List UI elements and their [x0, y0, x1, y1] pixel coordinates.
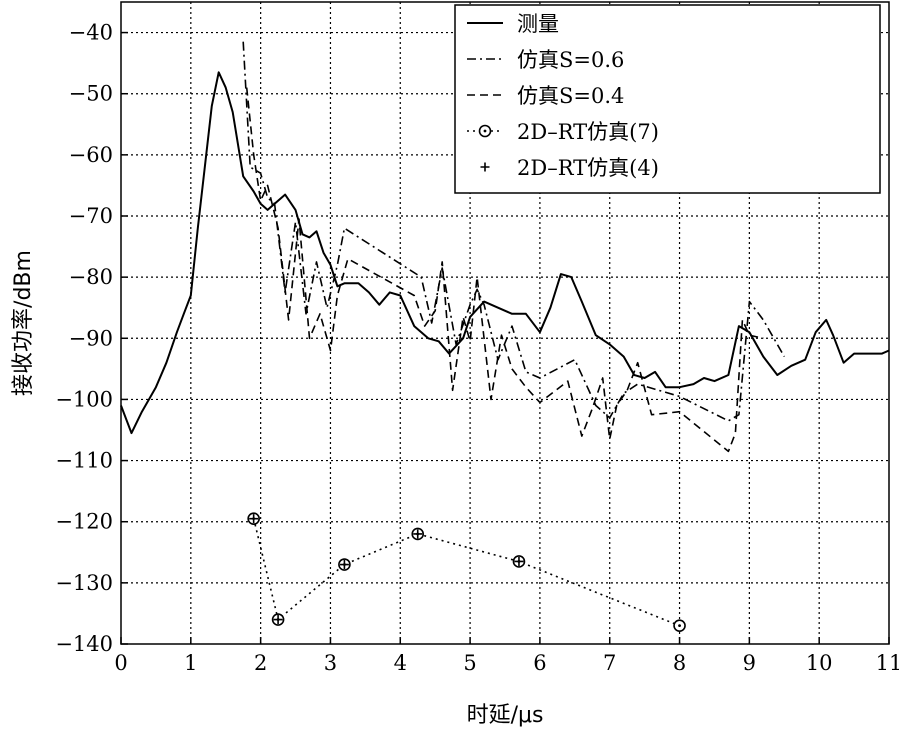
x-tick-label: 0 — [114, 651, 127, 675]
plot-frame — [120, 1, 890, 645]
x-tick-label: 9 — [743, 651, 756, 675]
x-tick-label: 7 — [603, 651, 616, 675]
series-line-2 — [245, 87, 764, 453]
tick-labels: 0 1 2 3 4 5 6 7 8 9 10 11 −40 −50 −60 −70 −80 −90 −100 −110… — [55, 21, 899, 675]
x-axis-title: 时延/μs — [467, 703, 544, 728]
y-tick-label: −50 — [69, 82, 113, 106]
legend-label-1: 仿真S=0.6 — [517, 48, 624, 72]
legend-marker-4 — [480, 162, 490, 172]
legend-label-2: 仿真S=0.4 — [517, 84, 624, 108]
legend-box — [454, 4, 881, 194]
legend-item-1: 仿真S=0.6 — [467, 48, 624, 72]
legend-item-3: 2D–RT仿真(7) — [467, 120, 659, 144]
y-tick-label: −130 — [55, 571, 113, 595]
x-tick-label: 5 — [463, 651, 476, 675]
legend-item-4: 2D–RT仿真(4) — [480, 156, 659, 180]
legend-label-4: 2D–RT仿真(4) — [517, 156, 659, 180]
y-tick-label: −80 — [69, 265, 113, 289]
series-2 — [245, 87, 764, 453]
y-tick-label: −90 — [69, 326, 113, 350]
x-tick-label: 3 — [324, 651, 337, 675]
series-3-point-center — [678, 624, 681, 628]
series-4-point — [339, 560, 349, 570]
series-3 — [247, 512, 686, 632]
series-line-3 — [252, 518, 680, 627]
legend-item-2: 仿真S=0.4 — [467, 84, 624, 108]
x-tick-label: 8 — [673, 651, 686, 675]
legend-label-0: 测量 — [517, 12, 559, 36]
y-tick-label: −100 — [55, 387, 113, 411]
legend-marker-3-center — [483, 129, 487, 133]
series-layer — [120, 41, 890, 632]
x-tick-label: 2 — [254, 651, 267, 675]
x-tick-label: 6 — [533, 651, 546, 675]
series-4 — [249, 514, 524, 625]
series-4-point — [249, 514, 259, 524]
y-tick-label: −140 — [55, 632, 113, 656]
legend-label-3: 2D–RT仿真(7) — [517, 120, 659, 144]
series-4-point — [273, 615, 283, 625]
y-axis-title: 接收功率/dBm — [11, 250, 36, 396]
y-tick-label: −70 — [69, 204, 113, 228]
series-4-point — [514, 556, 524, 566]
x-tick-label: 4 — [394, 651, 407, 675]
x-tick-label: 1 — [184, 651, 197, 675]
x-tick-label: 11 — [876, 651, 899, 675]
y-tick-label: −60 — [69, 143, 113, 167]
y-tick-label: −40 — [69, 21, 113, 45]
y-tick-label: −110 — [55, 449, 113, 473]
x-tick-label: 10 — [806, 651, 833, 675]
legend-item-0: 测量 — [467, 12, 559, 36]
series-4-point — [413, 529, 423, 539]
y-tick-label: −120 — [55, 510, 113, 534]
